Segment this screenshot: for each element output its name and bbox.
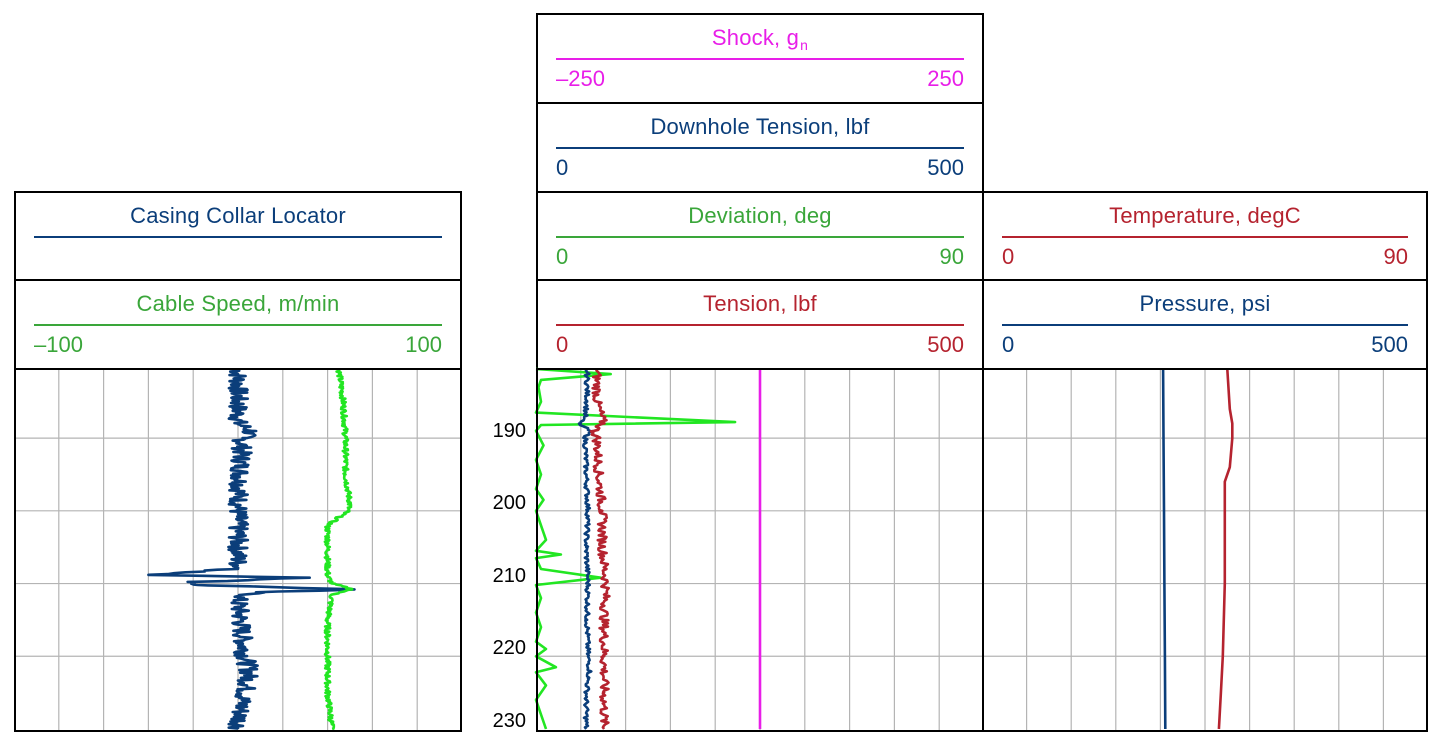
grid-middle: [536, 368, 984, 732]
scale-min: 0: [1002, 332, 1015, 357]
curve-title: Temperature, degC: [1109, 203, 1301, 228]
scale-min: 0: [556, 332, 569, 357]
scale-max: 100: [405, 332, 442, 357]
curve-tension: [589, 368, 611, 730]
curve-scale-line: [556, 236, 964, 238]
scale-max: 90: [1383, 244, 1408, 269]
plot-left-track: [14, 368, 462, 732]
scale-min: 0: [556, 244, 569, 269]
header-temperature: Temperature, degC 0 90: [982, 191, 1428, 281]
curve-title: Cable Speed, m/min: [136, 291, 340, 316]
curve-scale-line: [34, 236, 442, 238]
header-downhole-tension: Downhole Tension, lbf 0 500: [536, 102, 984, 193]
header-pressure: Pressure, psi 0 500: [982, 279, 1428, 370]
depth-label-190: 190: [492, 420, 526, 442]
depth-label-210: 210: [492, 565, 526, 587]
header-casing-collar-locator: Casing Collar Locator: [14, 191, 462, 281]
curve-cable-speed: [323, 368, 354, 731]
scale-min: 0: [556, 155, 569, 180]
curve-scale-line: [1002, 324, 1408, 326]
curve-casing-collar-locator: [147, 368, 356, 730]
header-shock: Shock, gn –250 250: [536, 13, 984, 104]
scale-min: 0: [1002, 244, 1015, 269]
scale-max: 500: [927, 155, 964, 180]
curve-scale-line: [556, 58, 964, 60]
curve-pressure: [1161, 368, 1167, 730]
grid-right: [982, 368, 1428, 732]
plot-frame: [14, 368, 462, 732]
scale-max: 250: [927, 66, 964, 91]
depth-label-230: 230: [492, 710, 526, 732]
scale-max: 500: [927, 332, 964, 357]
curve-scale-line: [34, 324, 442, 326]
depth-label-200: 200: [492, 492, 526, 514]
scale-max: 90: [939, 244, 964, 269]
curve-scale-line: [1002, 236, 1408, 238]
curve-title: Pressure, psi: [1139, 291, 1271, 316]
plot-right-track: [982, 368, 1428, 732]
curve-deviation: [534, 367, 737, 730]
scale-max: 500: [1371, 332, 1408, 357]
curve-title: Shock, gn: [711, 25, 809, 53]
curve-scale-line: [556, 324, 964, 326]
curve-temperature: [1217, 368, 1234, 730]
depth-label-220: 220: [492, 637, 526, 659]
curve-title: Tension, lbf: [703, 291, 817, 316]
scale-min: –100: [34, 332, 83, 357]
curve-title: Deviation, deg: [688, 203, 832, 228]
curve-scale-line: [556, 147, 964, 149]
curve-title: Casing Collar Locator: [130, 203, 346, 228]
curve-downhole-tension: [577, 368, 593, 730]
plot-frame: [982, 368, 1428, 732]
header-cable-speed: Cable Speed, m/min –100 100: [14, 279, 462, 370]
plot-middle-track: [534, 367, 984, 732]
curve-title: Downhole Tension, lbf: [650, 114, 870, 139]
header-deviation: Deviation, deg 0 90: [536, 191, 984, 281]
header-tension: Tension, lbf 0 500: [536, 279, 984, 370]
scale-min: –250: [556, 66, 605, 91]
